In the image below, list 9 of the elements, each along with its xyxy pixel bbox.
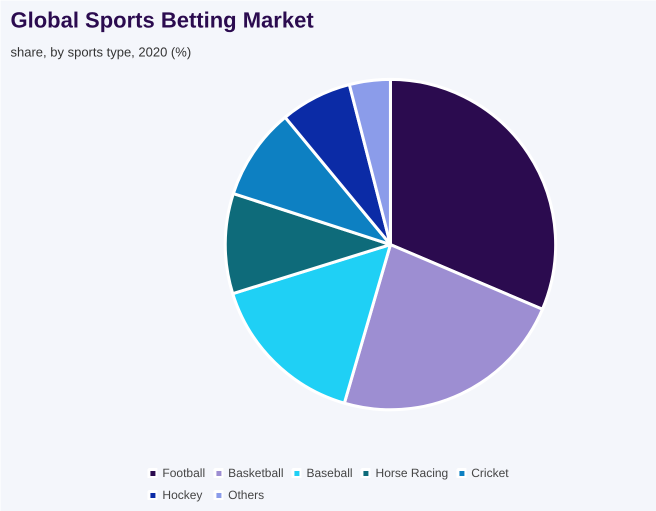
legend-label: Hockey xyxy=(162,488,202,502)
legend-label: Cricket xyxy=(471,466,509,480)
chart-subtitle: share, by sports type, 2020 (%) xyxy=(10,44,192,60)
legend-label: Others xyxy=(228,488,264,502)
legend-label: Baseball xyxy=(306,466,353,480)
legend-label: Basketball xyxy=(228,466,284,480)
legend-label: Horse Racing xyxy=(376,466,448,480)
chart-title: Global Sports Betting Market xyxy=(10,8,314,32)
legend-label: Football xyxy=(162,466,206,480)
